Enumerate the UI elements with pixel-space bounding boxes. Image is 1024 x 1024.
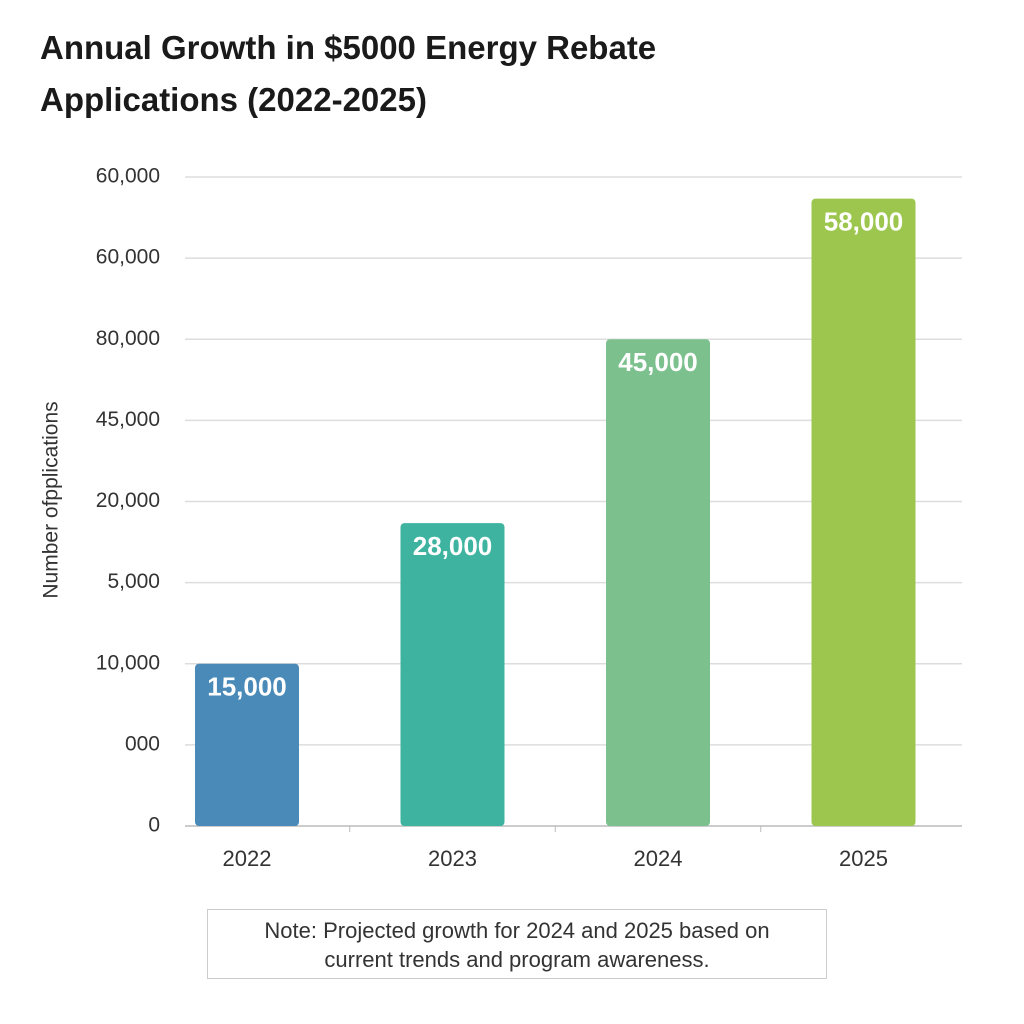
value-label: 15,000 (207, 672, 287, 702)
y-tick-label: 45,000 (96, 408, 160, 431)
y-tick-label: 60,000 (96, 246, 160, 269)
bar (195, 663, 299, 826)
bar (400, 523, 505, 826)
value-label: 58,000 (824, 207, 904, 237)
y-tick-label: 5,000 (107, 570, 160, 593)
y-tick-label: 0 (148, 814, 160, 837)
note: Note: Projected growth for 2024 and 2025… (207, 909, 827, 979)
chart-title: Annual Growth in $5000 Energy Rebate App… (40, 29, 657, 118)
value-label: 45,000 (618, 347, 698, 377)
y-axis-label: Number ofpplications (40, 401, 63, 598)
x-tick-label: 2022 (223, 846, 272, 871)
bar (606, 339, 710, 826)
y-tick-label: 10,000 (96, 651, 160, 674)
x-tick-label: 2023 (428, 846, 477, 871)
bar (811, 198, 916, 827)
y-tick-label: 20,000 (96, 489, 160, 512)
y-tick-label: 000 (125, 732, 160, 755)
x-tick-label: 2024 (634, 846, 683, 871)
y-tick-label: 80,000 (96, 327, 160, 350)
value-label: 28,000 (413, 531, 493, 561)
x-tick-label: 2025 (839, 846, 888, 871)
y-tick-label: 60,000 (96, 165, 160, 188)
